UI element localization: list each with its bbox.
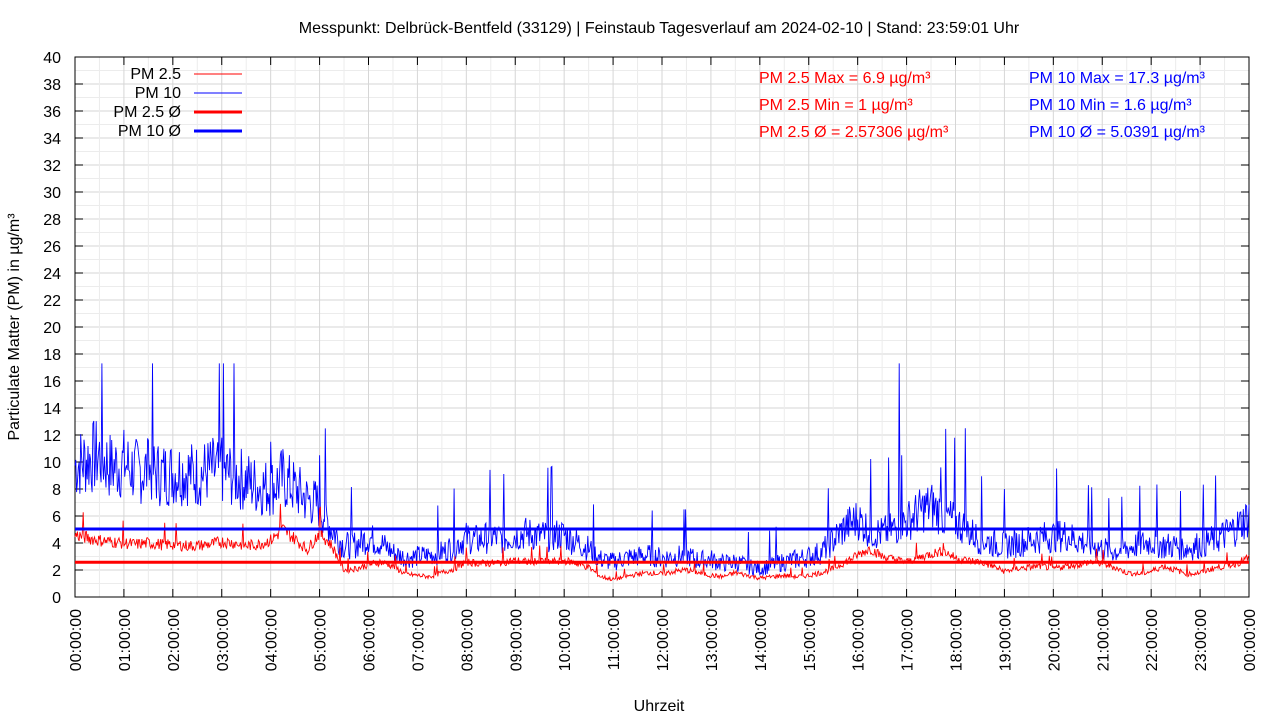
legend: PM 2.5 PM 10 PM 2.5 Ø PM 10 Ø — [113, 66, 242, 140]
stat-pm10-max: PM 10 Max = 17.3 µg/m³ — [1029, 70, 1206, 87]
y-tick-label: 16 — [43, 374, 61, 391]
x-tick-label: 06:00:00 — [362, 609, 379, 671]
series-line-pm25 — [74, 503, 1250, 582]
x-tick-label: 22:00:00 — [1144, 609, 1161, 671]
x-tick-label: 00:00:00 — [68, 609, 85, 671]
x-tick-label: 08:00:00 — [459, 609, 476, 671]
x-tick-label: 18:00:00 — [949, 609, 966, 671]
x-tick-label: 03:00:00 — [215, 609, 232, 671]
stat-pm25-avg: PM 2.5 Ø = 2.57306 µg/m³ — [759, 124, 949, 141]
x-tick-label: 15:00:00 — [802, 609, 819, 671]
y-tick-label: 0 — [52, 590, 61, 607]
y-tick-label: 12 — [43, 428, 61, 445]
x-tick-label: 21:00:00 — [1095, 609, 1112, 671]
stats-panel: PM 2.5 Max = 6.9 µg/m³ PM 2.5 Min = 1 µg… — [759, 70, 1206, 141]
x-tick-label: 16:00:00 — [851, 609, 868, 671]
y-tick-label: 24 — [43, 266, 61, 283]
series-layer — [74, 363, 1250, 582]
x-tick-label: 09:00:00 — [508, 609, 525, 671]
y-tick-label: 36 — [43, 104, 61, 121]
x-tick-label: 19:00:00 — [997, 609, 1014, 671]
x-tick-label: 01:00:00 — [117, 609, 134, 671]
x-tick-label: 13:00:00 — [704, 609, 721, 671]
x-tick-label: 20:00:00 — [1046, 609, 1063, 671]
stat-pm25-min: PM 2.5 Min = 1 µg/m³ — [759, 97, 913, 114]
x-tick-label: 14:00:00 — [753, 609, 770, 671]
y-tick-label: 26 — [43, 239, 61, 256]
y-tick-label: 34 — [43, 131, 61, 148]
legend-label-pm10: PM 10 — [135, 85, 181, 102]
x-tick-label: 02:00:00 — [166, 609, 183, 671]
legend-label-pm10-avg: PM 10 Ø — [118, 123, 181, 140]
chart-title: Messpunkt: Delbrück-Bentfeld (33129) | F… — [299, 20, 1020, 37]
x-tick-label: 11:00:00 — [606, 609, 623, 670]
x-tick-label: 04:00:00 — [264, 609, 281, 671]
y-tick-label: 8 — [52, 482, 61, 499]
y-tick-label: 28 — [43, 212, 61, 229]
x-tick-label: 17:00:00 — [900, 609, 917, 671]
y-tick-label: 20 — [43, 320, 61, 337]
y-tick-label: 6 — [52, 509, 61, 526]
x-tick-label: 07:00:00 — [410, 609, 427, 671]
x-tick-label: 23:00:00 — [1193, 609, 1210, 671]
x-axis-label: Uhrzeit — [634, 698, 685, 715]
y-tick-label: 40 — [43, 50, 61, 67]
y-axis-label: Particulate Matter (PM) in µg/m³ — [6, 213, 23, 441]
stat-pm10-min: PM 10 Min = 1.6 µg/m³ — [1029, 97, 1192, 114]
x-tick-label: 00:00:00 — [1242, 609, 1259, 671]
y-tick-label: 22 — [43, 293, 61, 310]
y-tick-label: 32 — [43, 158, 61, 175]
y-tick-label: 38 — [43, 77, 61, 94]
y-tick-label: 10 — [43, 455, 61, 472]
x-tick-label: 05:00:00 — [313, 609, 330, 671]
y-tick-label: 30 — [43, 185, 61, 202]
stat-pm10-avg: PM 10 Ø = 5.0391 µg/m³ — [1029, 124, 1206, 141]
x-tick-label: 12:00:00 — [655, 609, 672, 671]
y-tick-label: 14 — [43, 401, 61, 418]
y-tick-label: 18 — [43, 347, 61, 364]
y-tick-label: 2 — [52, 563, 61, 580]
legend-label-pm25-avg: PM 2.5 Ø — [113, 104, 181, 121]
x-tick-label: 10:00:00 — [557, 609, 574, 671]
x-axis: 00:00:00 01:00:00 02:00:00 03:00:00 04:00:00… — [68, 57, 1259, 671]
legend-label-pm25: PM 2.5 — [130, 66, 181, 83]
stat-pm25-max: PM 2.5 Max = 6.9 µg/m³ — [759, 70, 931, 87]
y-tick-label: 4 — [52, 536, 61, 553]
